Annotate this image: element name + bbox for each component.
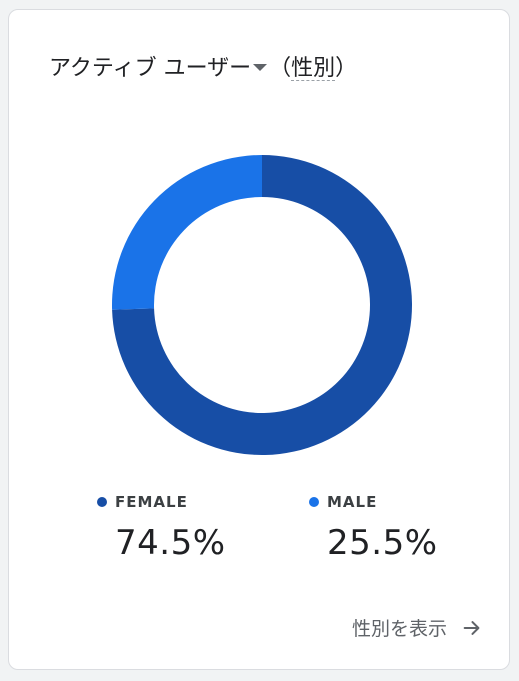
card-header: アクティブ ユーザー （ 性別 ）	[49, 50, 357, 82]
dropdown-arrow-icon	[253, 63, 268, 71]
metric-label: アクティブ ユーザー	[49, 56, 252, 81]
legend-item-male: MALE 25.5%	[309, 493, 438, 563]
view-gender-label: 性別を表示	[351, 618, 447, 640]
gender-card: アクティブ ユーザー （ 性別 ） FEMALE 74.5% MALE 25.5…	[8, 9, 510, 670]
legend-item-female: FEMALE 74.5%	[97, 493, 226, 563]
legend-label-female: FEMALE	[115, 493, 188, 511]
legend-label-male: MALE	[327, 493, 378, 511]
paren-open: （	[269, 56, 292, 81]
paren-close: ）	[335, 56, 358, 81]
legend-value-male: 25.5%	[327, 523, 438, 563]
legend-dot-male	[309, 497, 319, 507]
dimension-label[interactable]: 性別	[291, 56, 336, 81]
view-gender-link[interactable]: 性別を表示	[352, 614, 483, 641]
donut-chart	[112, 155, 412, 455]
legend-dot-female	[97, 497, 107, 507]
legend-value-female: 74.5%	[115, 523, 226, 563]
donut-slice-male[interactable]	[112, 155, 262, 310]
metric-dropdown[interactable]: アクティブ ユーザー	[49, 50, 269, 82]
arrow-right-icon	[463, 620, 480, 635]
